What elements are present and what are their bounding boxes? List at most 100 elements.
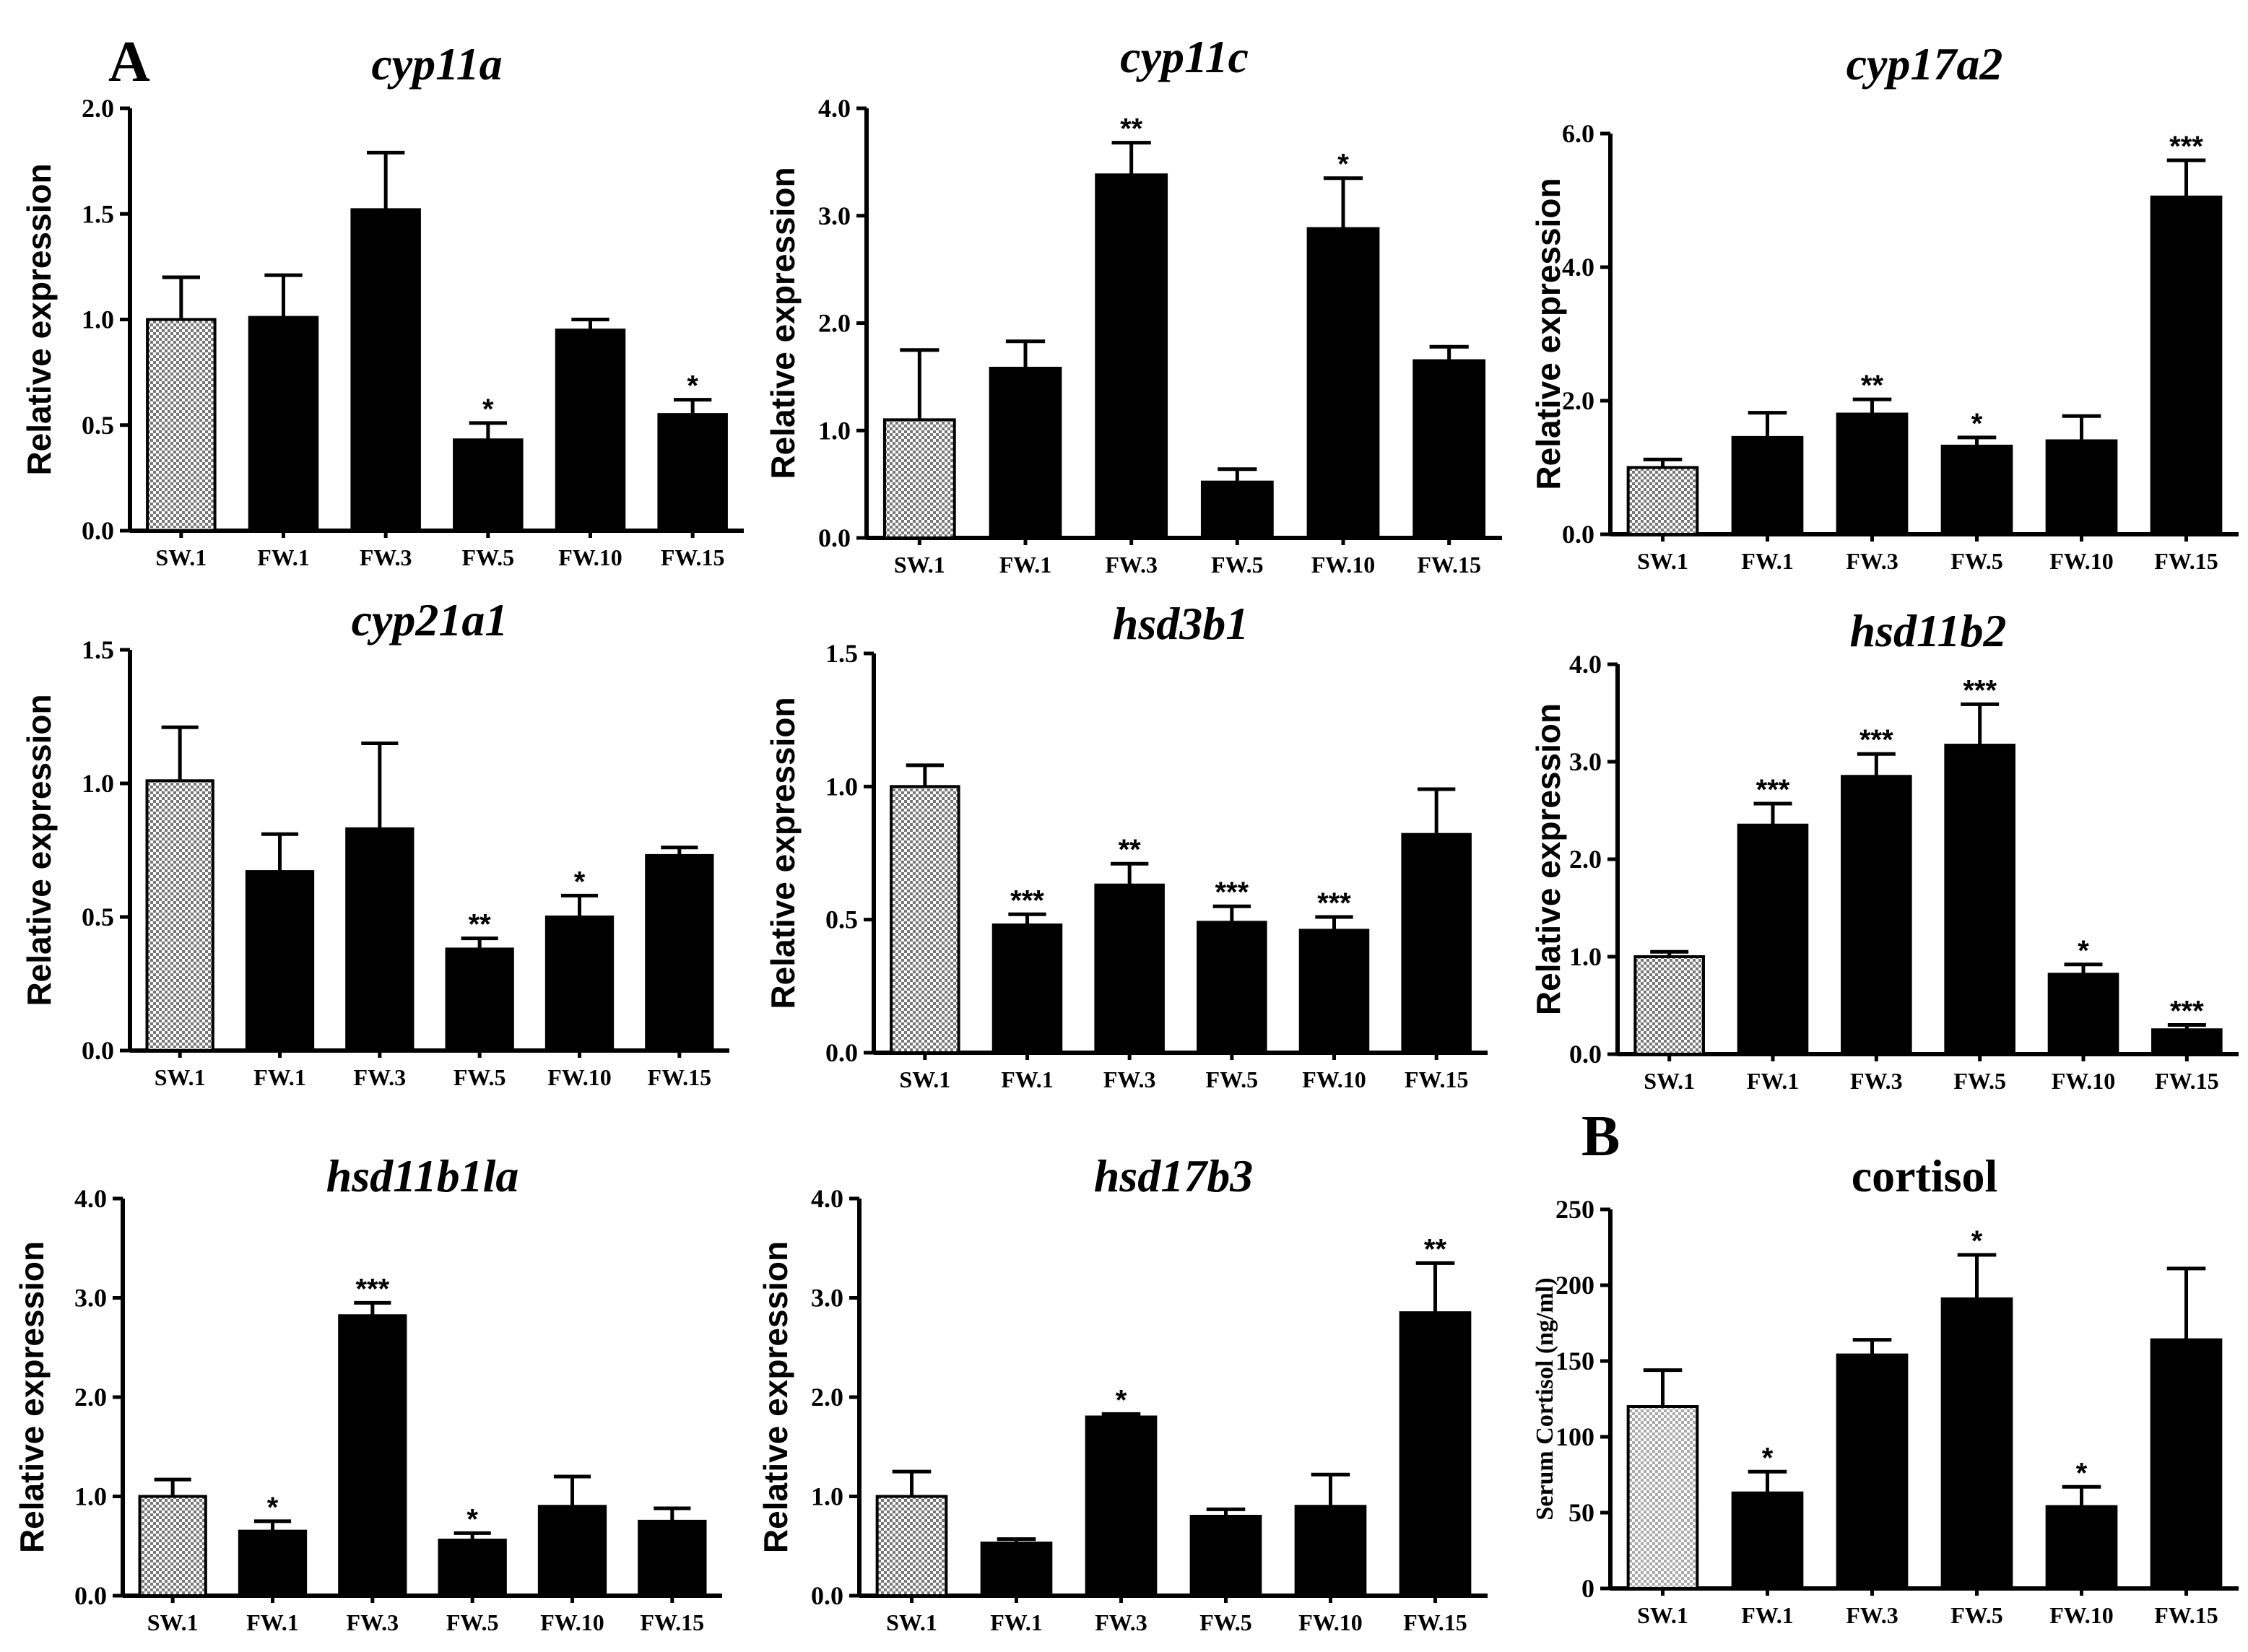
y-tick-label: 6.0 [1562,119,1594,148]
y-axis-label: Relative expression [764,167,802,479]
x-tick-label: FW.1 [246,1609,299,1635]
significance-marker: * [1337,149,1349,181]
y-tick-label: 50 [1568,1498,1594,1527]
x-tick-label: FW.15 [1405,1066,1469,1092]
x-tick-label: SW.1 [1637,1602,1688,1628]
x-tick-label: FW.10 [540,1609,604,1635]
chart-cyp11c: cyp11c Relative expression 0.0 1.0 2.0 3.0 4.0… [764,31,1502,578]
y-tick-label: 1.5 [82,635,114,664]
x-tick-label: FW.3 [1095,1609,1147,1635]
bar-SW.1 [1626,466,1699,536]
y-tick-label: 2.0 [1562,386,1594,415]
x-tick-label: FW.3 [1846,548,1898,574]
bar-SW.1 [146,318,217,532]
chart-cyp11a: cyp11a Relative expression 0.0 0.5 1.0 1.5 2.0… [20,38,744,570]
bar-FW.5 [1200,480,1274,540]
x-tick-label: FW.3 [1846,1602,1898,1628]
x-tick-label: FW.15 [2155,1068,2219,1094]
x-tick-label: FW.10 [1298,1609,1363,1635]
chart-title: hsd17b3 [1094,1150,1254,1201]
bar-FW.10 [1294,1505,1367,1597]
significance-marker: *** [355,1273,389,1305]
chart-hsd3b1: hsd3b1 Relative expression 0.0 0.5 1.0 1.5 SW.… [764,598,1488,1092]
y-tick-label: 0.5 [82,903,114,931]
x-tick-label: FW.15 [2154,548,2218,574]
chart-title: hsd11b1la [326,1150,519,1201]
y-tick-label: 4.0 [818,94,851,123]
x-tick-label: FW.5 [453,1064,506,1090]
x-tick-label: FW.15 [661,544,725,570]
x-tick-label: FW.10 [2052,1068,2116,1094]
x-tick-label: FW.10 [2049,1602,2114,1628]
bar-FW.10 [555,329,626,532]
x-tick-label: SW.1 [155,1064,206,1090]
bar-SW.1 [145,779,214,1053]
x-tick-label: FW.3 [354,1064,407,1090]
y-tick-label: 3.0 [1569,747,1602,776]
bar-FW.1 [248,316,319,532]
x-tick-label: FW.3 [1850,1068,1903,1094]
y-tick-label: 100 [1555,1422,1594,1451]
y-tick-label: 0.0 [74,1581,107,1610]
y-tick-label: 250 [1555,1195,1594,1224]
y-tick-label: 4.0 [1562,253,1594,282]
significance-marker: * [687,370,698,402]
bar-FW.15 [1399,1311,1472,1597]
x-tick-label: FW.1 [1741,1602,1794,1628]
bar-FW.1 [989,366,1062,539]
x-tick-label: FW.1 [999,552,1052,578]
y-tick-label: 1.0 [818,416,851,445]
bar-FW.10 [2045,1505,2118,1591]
x-tick-label: SW.1 [1644,1068,1695,1094]
x-tick-label: SW.1 [155,544,207,570]
bar-FW.3 [1095,173,1168,539]
bar-FW.3 [1094,883,1165,1054]
y-tick-label: 1.5 [825,639,858,668]
bar-FW.1 [991,923,1063,1055]
bar-FW.15 [645,853,714,1053]
bar-FW.5 [1189,1515,1262,1597]
x-tick-label: FW.15 [1417,552,1481,578]
x-tick-label: FW.5 [1950,548,2003,574]
bar-FW.1 [1731,435,1804,536]
y-tick-label: 4.0 [1569,650,1602,679]
bar-FW.3 [1841,775,1912,1056]
y-axis-label: Serum Cortisol (ng/ml) [1532,1277,1558,1520]
x-tick-label: FW.3 [1105,552,1158,578]
chart-title: cyp17a2 [1846,38,2003,90]
y-tick-label: 2.0 [811,1383,843,1412]
y-tick-label: 0.0 [1569,1040,1602,1069]
bar-FW.10 [2047,973,2119,1056]
significance-marker: * [466,1503,478,1535]
y-tick-label: 0.0 [1562,520,1594,549]
significance-marker: * [2078,935,2089,967]
bar-FW.5 [1940,444,2013,536]
significance-marker: *** [1010,884,1044,916]
x-tick-label: FW.5 [462,544,515,570]
y-axis-label: Relative expression [1529,178,1567,490]
significance-marker: *** [2169,131,2203,162]
x-tick-label: SW.1 [1637,548,1688,574]
chart-title: cyp11c [1120,31,1249,82]
significance-marker: *** [1859,724,1893,756]
y-axis-label: Relative expression [764,697,802,1009]
bar-FW.15 [2151,1028,2223,1056]
y-tick-label: 2.0 [1569,845,1602,874]
y-tick-label: 0.0 [82,516,114,545]
significance-marker: * [574,866,586,897]
bar-FW.5 [1197,921,1267,1055]
x-tick-label: SW.1 [899,1066,950,1092]
significance-marker: ** [1861,370,1884,401]
panel-letter-b: B [1581,1105,1620,1168]
significance-marker: ** [1424,1233,1447,1265]
y-tick-label: 1.0 [82,305,114,334]
significance-marker: *** [2170,996,2204,1027]
chart-title: hsd3b1 [1113,598,1249,649]
x-tick-label: FW.1 [253,1064,306,1090]
significance-marker: * [1116,1384,1127,1416]
significance-marker: *** [1963,674,1997,706]
bar-FW.15 [1401,832,1472,1055]
x-tick-label: FW.5 [1199,1609,1252,1635]
y-axis-label: Relative expression [1529,703,1567,1015]
